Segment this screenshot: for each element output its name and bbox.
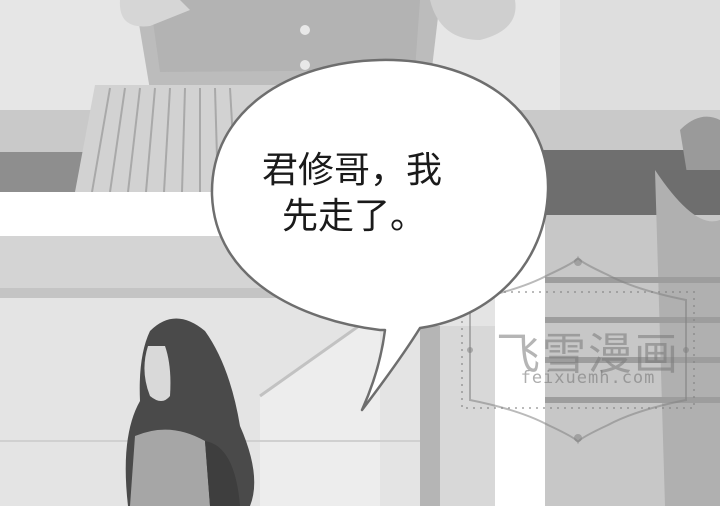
speech-line-2: 先走了。 (282, 196, 427, 237)
watermark-url: feixuemh.com (520, 368, 656, 388)
panel-right-artwork (545, 170, 720, 506)
watermark-title: 飞雪漫画 (496, 329, 680, 380)
speech-bubble-text: 君修哥，我 先走了。 (262, 148, 492, 240)
speech-line-1: 君修哥，我 (262, 150, 443, 191)
comic-panel-right (545, 170, 720, 506)
